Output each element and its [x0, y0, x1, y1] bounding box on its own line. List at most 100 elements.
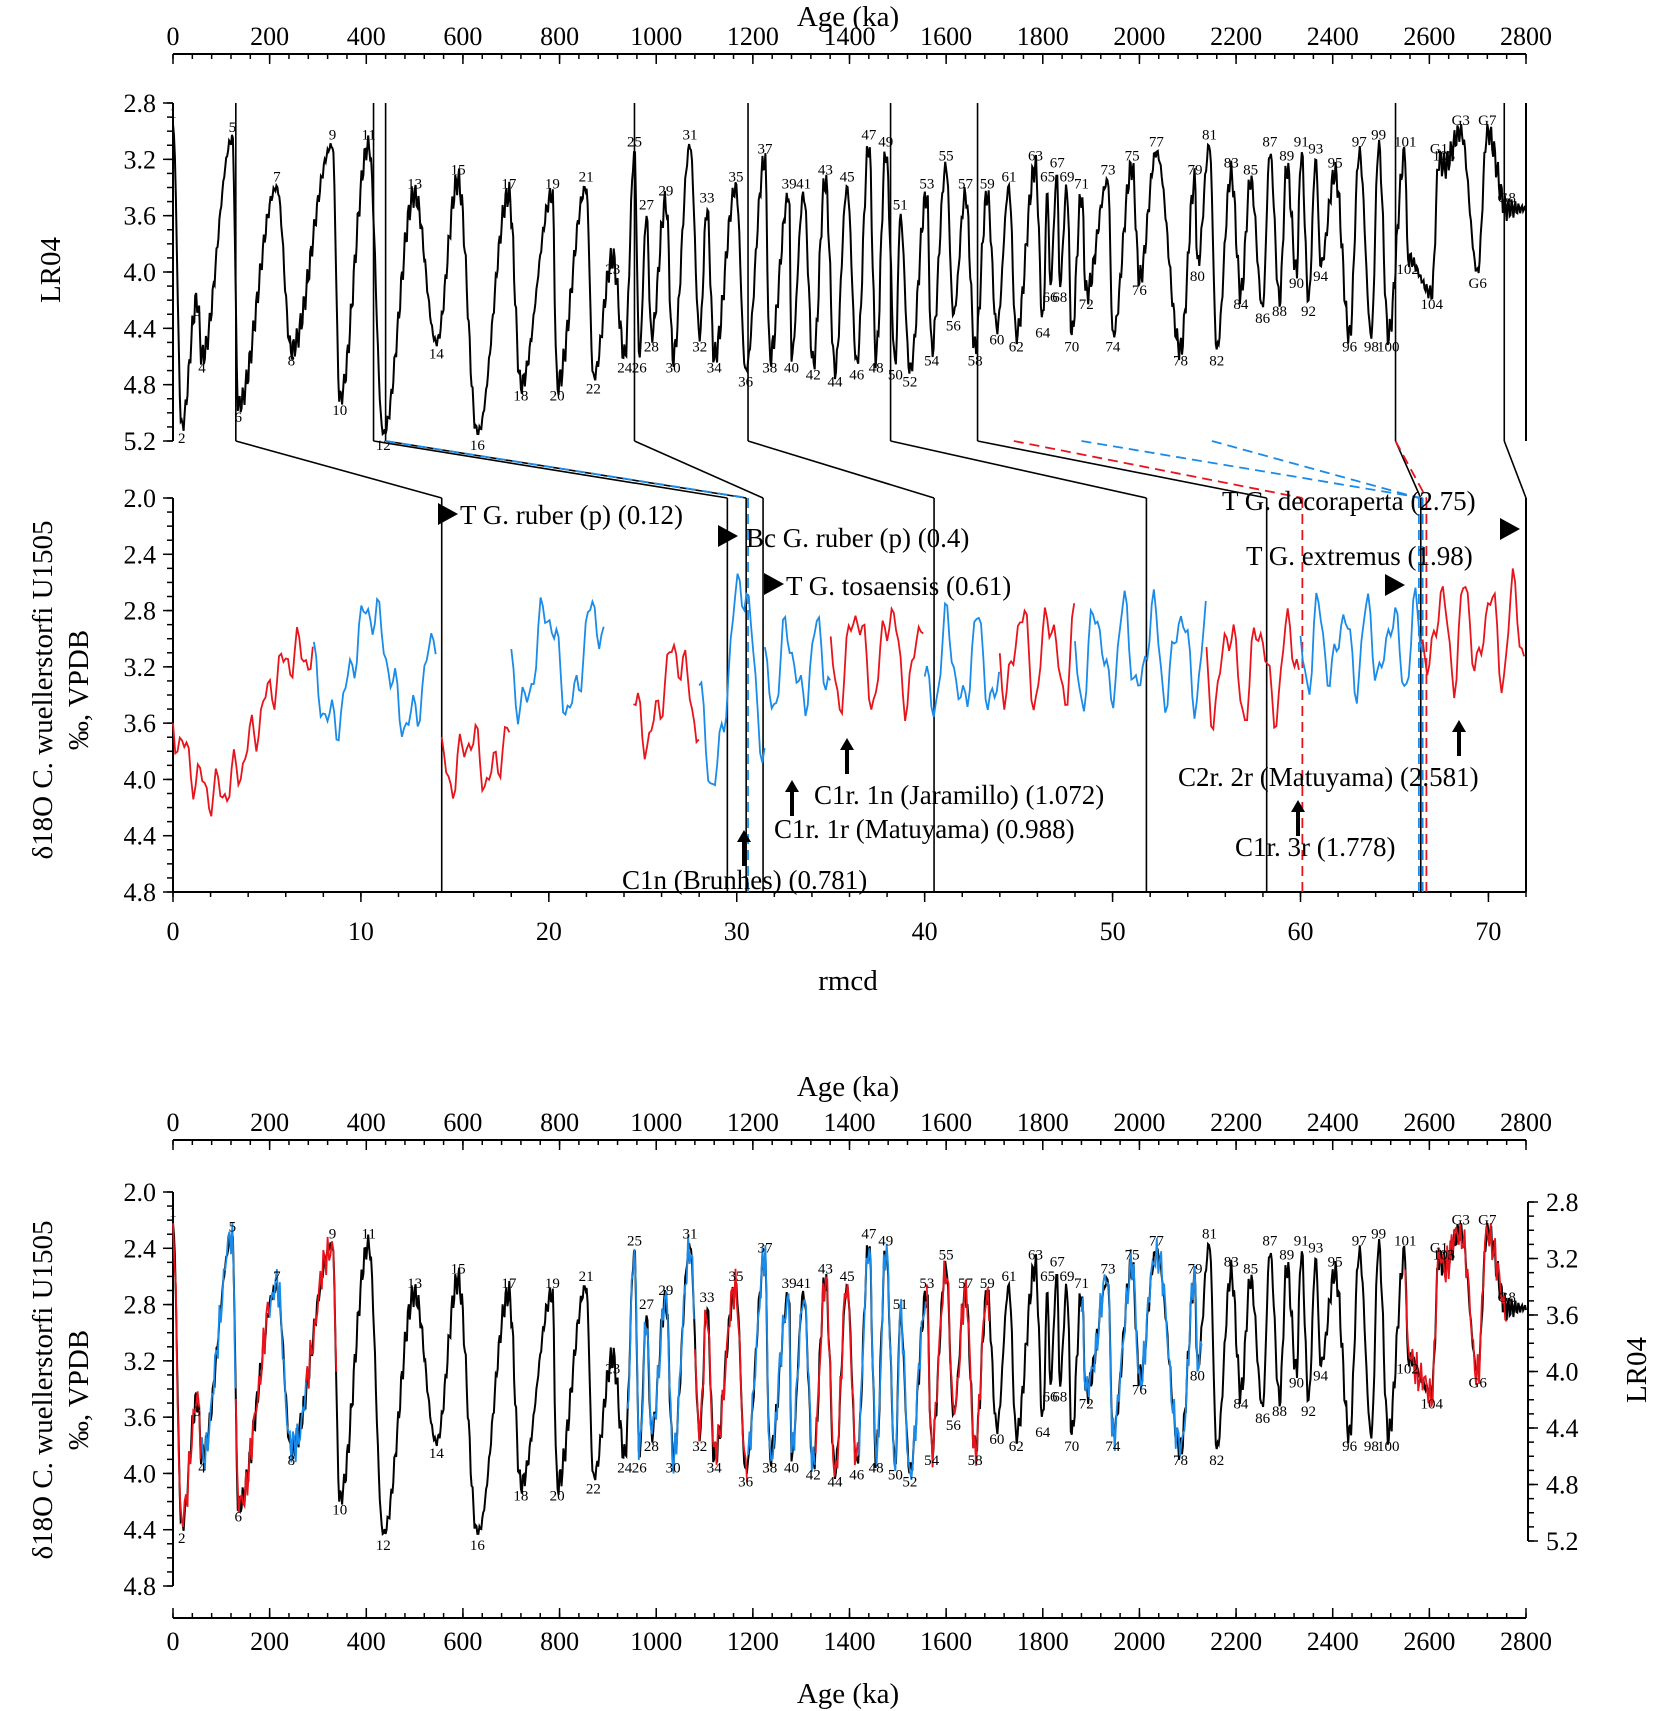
peak-label: 73: [1101, 1262, 1116, 1278]
peak-label: 5: [229, 120, 237, 136]
peak-label: 102: [1396, 1361, 1419, 1377]
tie-connector: [373, 440, 728, 499]
x-tick-label: 0: [167, 1108, 180, 1137]
peak-label: 43: [818, 1262, 833, 1278]
dashed-correlation: [1394, 440, 1428, 499]
y-tick-label: 4.0: [124, 258, 157, 287]
peak-label: 96: [1342, 339, 1358, 355]
annotations: T G. ruber (p) (0.12) Bc G. ruber (p) (0…: [438, 486, 1520, 895]
peak-label: 30: [666, 361, 681, 377]
u1505-overlay-segment: [1080, 1238, 1203, 1457]
peak-label: G1: [1430, 141, 1448, 157]
peak-label: 103: [1433, 148, 1456, 164]
arrow-c1r-1n-up: [840, 738, 854, 774]
x-tick-label: 70: [1475, 917, 1501, 946]
y-tick-label: 2.0: [124, 1178, 157, 1207]
panel-b-top-x-ticks: 0 200 400 600 800 1000 1200 1400 1600 1800 2000 220…: [167, 1108, 1552, 1150]
peak-label: 10: [332, 1503, 347, 1519]
peak-label: 20: [550, 1489, 565, 1505]
peak-label: 24: [617, 1460, 633, 1476]
peak-label: 82: [1209, 1453, 1224, 1469]
x-tick-label: 1400: [824, 1108, 876, 1137]
x-tick-label: 800: [540, 1108, 579, 1137]
peak-label: 27: [639, 198, 655, 214]
u1505-segment: [923, 601, 1000, 718]
annotation-c1r-1r: C1r. 1r (Matuyama) (0.988): [774, 814, 1075, 844]
u1505-segment: [313, 596, 437, 742]
x-tick-label: 2000: [1113, 22, 1165, 51]
x-tick-label: 2000: [1113, 1108, 1165, 1137]
y-tick-label: 4.4: [124, 822, 157, 851]
dashed-correlation: [1013, 440, 1303, 499]
peak-label: 101: [1394, 1233, 1417, 1249]
peak-label: 50: [888, 368, 903, 384]
peak-label: 16: [470, 1538, 486, 1554]
peak-label: 88: [1272, 1404, 1287, 1420]
x-tick-label: 60: [1288, 917, 1314, 946]
panel-b-chart: Age (ka) 0 200 400 600 800 1000 1200 1400 1600 18…: [27, 1071, 1653, 1710]
peak-label: 95: [1328, 155, 1343, 171]
peak-label: 56: [946, 318, 962, 334]
panel-a-top-x-ticks: 0 200 400 600 800 1000 1200 1400 1600 1800 2000 220…: [167, 22, 1552, 64]
peak-label: 79: [1187, 1262, 1202, 1278]
panel-a-top-x-label: Age (ka): [797, 1, 899, 33]
peak-label: 68: [1052, 290, 1067, 306]
u1505-segment: [1299, 587, 1424, 704]
peak-label: 59: [980, 1276, 995, 1292]
u1505-segment: [440, 722, 511, 799]
peak-label: 74: [1105, 339, 1121, 355]
peak-label: 29: [658, 1283, 673, 1299]
y-tick-label: 4.0: [124, 1459, 157, 1488]
x-tick-label: 1000: [630, 1108, 682, 1137]
u1505-segment: [1421, 568, 1525, 699]
y-tick-label: 4.8: [124, 1572, 157, 1601]
peak-label: 18: [513, 389, 528, 405]
x-tick-label: 50: [1100, 917, 1126, 946]
peak-label: 98: [1364, 339, 1379, 355]
y-tick-label: 3.6: [124, 202, 157, 231]
peak-label: 84: [1233, 297, 1249, 313]
peak-label: 72: [1079, 1397, 1094, 1413]
peak-label: 32: [692, 339, 707, 355]
y-tick-label: 3.2: [124, 145, 157, 174]
y-tick-label: 4.4: [1546, 1414, 1579, 1443]
tie-connector: [977, 440, 1267, 499]
y-tick-label: 3.6: [1546, 1301, 1579, 1330]
x-tick-label: 10: [348, 917, 374, 946]
u1505-overlay-segment: [814, 1275, 861, 1477]
peak-label: 95: [1328, 1255, 1343, 1271]
arrow-c1r-3r-up: [1291, 800, 1305, 836]
x-tick-label: 2600: [1403, 1108, 1455, 1137]
panel-b-bottom-x-label: Age (ka): [797, 1678, 899, 1710]
panel-b-left-y-label-line1: δ18O C. wuellerstorfi U1505: [27, 1220, 59, 1559]
peak-label: 19: [545, 1276, 560, 1292]
x-tick-label: 30: [724, 917, 750, 946]
peak-label: 22: [586, 1481, 601, 1497]
peak-label: 62: [1009, 339, 1024, 355]
peak-label: G3: [1452, 113, 1470, 129]
peak-label: 55: [939, 1248, 954, 1264]
panel-a-bottom-x-label: rmcd: [818, 965, 878, 997]
x-tick-label: 1200: [727, 1627, 779, 1656]
u1505-segment: [829, 605, 924, 722]
peak-label: 104: [1421, 1397, 1444, 1413]
peak-label: 69: [1059, 170, 1074, 186]
panel-a-connector-lines: [235, 440, 1527, 499]
peak-label: 53: [919, 1276, 934, 1292]
peak-label: 100: [1377, 1439, 1400, 1455]
peak-label: 45: [840, 170, 855, 186]
peak-label: 78: [1173, 1453, 1188, 1469]
peak-label: 81: [1202, 127, 1217, 143]
u1505-overlay-segment: [694, 1268, 748, 1483]
peak-label: 64: [1035, 1425, 1051, 1441]
peak-label: 36: [738, 375, 754, 391]
x-tick-label: 200: [250, 1627, 289, 1656]
peak-label: 56: [946, 1418, 962, 1434]
x-tick-label: 1200: [727, 1108, 779, 1137]
peak-label: 34: [707, 361, 723, 377]
peak-label: 7: [273, 170, 281, 186]
peak-label: 1: [169, 1205, 177, 1221]
y-tick-label: 3.2: [124, 653, 157, 682]
x-tick-label: 40: [912, 917, 938, 946]
u1505-overlay-segment: [172, 1223, 203, 1528]
